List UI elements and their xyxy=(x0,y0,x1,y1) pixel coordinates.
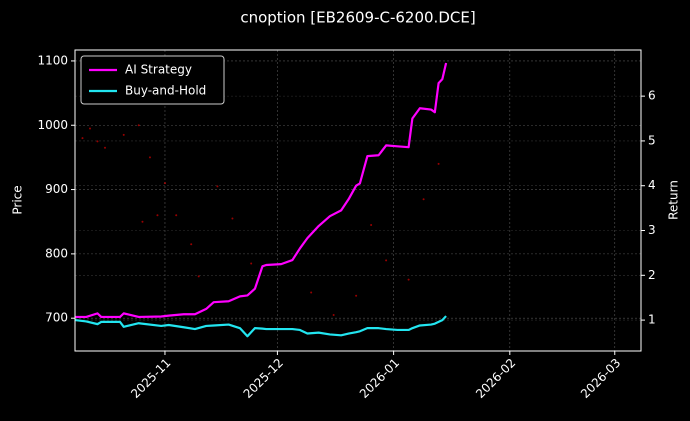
price-dot xyxy=(88,127,91,130)
y2-axis-title: Return xyxy=(667,180,681,220)
price-dot xyxy=(96,140,99,143)
x-tick-label: 2025-11 xyxy=(128,356,173,401)
chart-title: cnoption [EB2609-C-6200.DCE] xyxy=(240,9,475,27)
price-dot xyxy=(163,182,166,185)
price-dot xyxy=(148,156,151,159)
price-dot xyxy=(310,291,313,294)
legend-label: AI Strategy xyxy=(125,63,192,77)
legend-label: Buy-and-Hold xyxy=(125,84,206,98)
price-dot xyxy=(175,214,178,217)
y-tick-label: 1000 xyxy=(37,118,68,132)
y2-tick-label: 3 xyxy=(648,223,656,237)
price-dot xyxy=(332,313,335,316)
x-tick-label: 2026-02 xyxy=(473,356,518,401)
y2-tick-label: 6 xyxy=(648,89,656,103)
series-line xyxy=(75,62,448,319)
price-dot xyxy=(231,217,234,220)
y2-tick-label: 4 xyxy=(648,178,656,192)
price-dot xyxy=(122,133,125,136)
price-dot xyxy=(197,275,200,278)
y-tick-label: 1100 xyxy=(37,53,68,67)
price-dot xyxy=(385,259,388,262)
x-tick-label: 2026-03 xyxy=(578,356,623,401)
y-axis-title: Price xyxy=(11,185,25,214)
price-dot xyxy=(103,146,106,149)
y-tick-label: 800 xyxy=(45,246,68,260)
y2-tick-label: 2 xyxy=(648,268,656,282)
x-tick-label: 2026-01 xyxy=(357,356,402,401)
price-dot xyxy=(156,214,159,217)
x-tick-label: 2025-12 xyxy=(241,356,286,401)
y2-tick-label: 5 xyxy=(648,133,656,147)
plot-frame xyxy=(74,49,642,352)
series-line xyxy=(74,315,447,338)
y-tick-label: 900 xyxy=(45,182,68,196)
price-dot xyxy=(190,243,193,246)
price-dot xyxy=(250,262,253,265)
price-dot xyxy=(137,124,140,127)
price-dot xyxy=(141,220,144,223)
price-dot xyxy=(370,223,373,226)
price-dot xyxy=(81,137,84,140)
price-dot xyxy=(422,198,425,201)
price-dot xyxy=(355,294,358,297)
price-dot xyxy=(437,162,440,165)
y2-tick-label: 1 xyxy=(648,313,656,327)
price-dot xyxy=(216,185,219,188)
price-dot xyxy=(407,278,410,281)
y-tick-label: 700 xyxy=(45,311,68,325)
